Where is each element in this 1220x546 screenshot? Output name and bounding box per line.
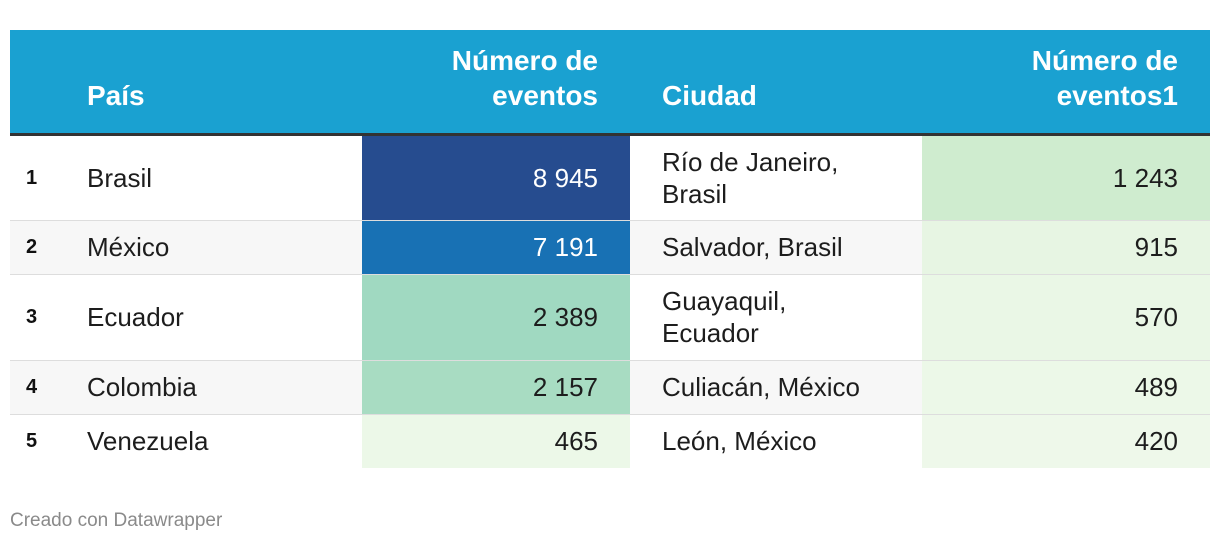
header-country-events[interactable]: Número de eventos	[362, 30, 630, 136]
city-cell: León, México	[630, 414, 922, 468]
city-events-cell: 570	[922, 274, 1210, 361]
rank-cell: 3	[10, 274, 87, 361]
table-row: 1 Brasil 8 945 Río de Janeiro, Brasil 1 …	[10, 134, 1210, 221]
city-cell: Culiacán, México	[630, 360, 922, 415]
city-label: Río de Janeiro, Brasil	[662, 146, 839, 209]
country-events-cell: 7 191	[362, 220, 630, 275]
header-city-events-label: Número de eventos1	[1031, 44, 1178, 111]
table-body: 1 Brasil 8 945 Río de Janeiro, Brasil 1 …	[10, 134, 1210, 468]
country-events-cell: 2 389	[362, 274, 630, 361]
table-row: 5 Venezuela 465 León, México 420	[10, 414, 1210, 468]
city-cell: Guayaquil, Ecuador	[630, 274, 922, 361]
header-city-events[interactable]: Número de eventos1	[922, 30, 1210, 136]
table-row: 3 Ecuador 2 389 Guayaquil, Ecuador 570	[10, 274, 1210, 361]
country-events-cell: 2 157	[362, 360, 630, 415]
city-cell: Salvador, Brasil	[630, 220, 922, 275]
city-label: Culiacán, México	[662, 372, 860, 402]
city-events-cell: 489	[922, 360, 1210, 415]
header-city[interactable]: Ciudad	[630, 30, 922, 136]
city-events-cell: 915	[922, 220, 1210, 275]
city-events-cell: 420	[922, 414, 1210, 468]
datawrapper-credit[interactable]: Creado con Datawrapper	[10, 510, 223, 531]
city-label: Salvador, Brasil	[662, 232, 843, 262]
table-row: 2 México 7 191 Salvador, Brasil 915	[10, 220, 1210, 275]
table-row: 4 Colombia 2 157 Culiacán, México 489	[10, 360, 1210, 415]
city-cell: Río de Janeiro, Brasil	[630, 134, 922, 221]
country-events-cell: 465	[362, 414, 630, 468]
country-cell: Colombia	[87, 360, 362, 415]
rank-cell: 1	[10, 134, 87, 221]
header-country-events-label: Número de eventos	[451, 44, 598, 111]
country-events-cell: 8 945	[362, 134, 630, 221]
header-rank[interactable]	[10, 30, 87, 136]
data-table-container: País Número de eventos Ciudad Número de …	[10, 30, 1210, 468]
country-cell: Ecuador	[87, 274, 362, 361]
table-header-row: País Número de eventos Ciudad Número de …	[10, 30, 1210, 136]
country-cell: Brasil	[87, 134, 362, 221]
rank-cell: 2	[10, 220, 87, 275]
header-country[interactable]: País	[87, 30, 362, 136]
city-label: Guayaquil, Ecuador	[662, 286, 787, 348]
events-table: País Número de eventos Ciudad Número de …	[10, 30, 1210, 468]
country-cell: Venezuela	[87, 426, 209, 457]
country-cell: México	[87, 220, 362, 275]
city-label: León, México	[662, 426, 817, 457]
rank-cell: 4	[10, 360, 87, 415]
city-events-cell: 1 243	[922, 134, 1210, 221]
rank-cell: 5	[26, 430, 38, 453]
